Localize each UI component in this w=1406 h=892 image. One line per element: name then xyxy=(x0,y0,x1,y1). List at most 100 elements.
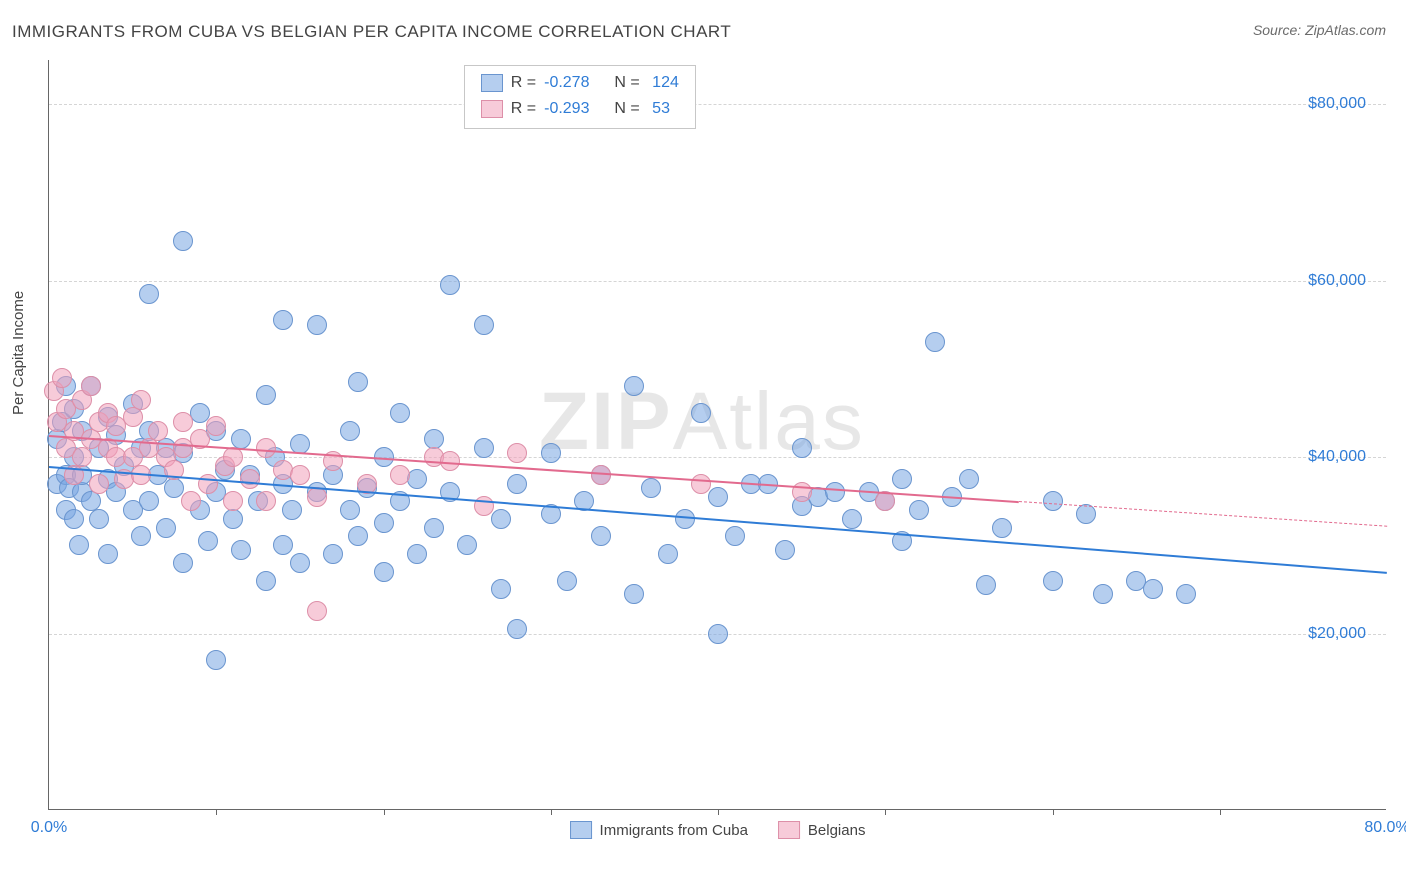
data-point-cuba xyxy=(64,509,84,529)
source-prefix: Source: xyxy=(1253,22,1305,38)
legend-R-value-cuba: -0.278 xyxy=(544,74,589,92)
data-point-cuba xyxy=(256,571,276,591)
chart-title: IMMIGRANTS FROM CUBA VS BELGIAN PER CAPI… xyxy=(12,22,731,42)
data-point-cuba xyxy=(457,535,477,555)
series-swatch-cuba xyxy=(570,821,592,839)
x-tick-mark xyxy=(718,809,719,815)
y-tick-label: $60,000 xyxy=(1308,272,1366,290)
data-point-cuba xyxy=(1043,571,1063,591)
correlation-legend: R =-0.278 N = 124R =-0.293 N = 53 xyxy=(464,65,696,129)
x-tick-mark xyxy=(384,809,385,815)
data-point-belgians xyxy=(173,412,193,432)
data-point-cuba xyxy=(825,482,845,502)
data-point-cuba xyxy=(223,509,243,529)
data-point-cuba xyxy=(273,535,293,555)
data-point-cuba xyxy=(925,332,945,352)
x-tick-mark xyxy=(216,809,217,815)
legend-swatch-cuba xyxy=(481,74,503,92)
data-point-cuba xyxy=(1176,584,1196,604)
data-point-belgians xyxy=(474,496,494,516)
data-point-cuba xyxy=(507,619,527,639)
data-point-cuba xyxy=(892,469,912,489)
data-point-cuba xyxy=(708,487,728,507)
source-credit: Source: ZipAtlas.com xyxy=(1253,22,1386,38)
data-point-cuba xyxy=(348,372,368,392)
legend-row-belgians: R =-0.293 N = 53 xyxy=(481,96,679,122)
gridline-horizontal xyxy=(49,281,1386,282)
data-point-cuba xyxy=(374,562,394,582)
data-point-cuba xyxy=(1076,504,1096,524)
data-point-cuba xyxy=(959,469,979,489)
data-point-cuba xyxy=(69,535,89,555)
y-tick-label: $20,000 xyxy=(1308,625,1366,643)
data-point-belgians xyxy=(123,407,143,427)
data-point-cuba xyxy=(424,518,444,538)
series-swatch-belgians xyxy=(778,821,800,839)
y-tick-label: $40,000 xyxy=(1308,448,1366,466)
data-point-belgians xyxy=(691,474,711,494)
data-point-belgians xyxy=(181,491,201,511)
data-point-cuba xyxy=(198,531,218,551)
data-point-cuba xyxy=(273,310,293,330)
series-legend-item-belgians: Belgians xyxy=(778,821,866,839)
data-point-cuba xyxy=(1143,579,1163,599)
y-axis-label: Per Capita Income xyxy=(10,291,27,415)
data-point-cuba xyxy=(725,526,745,546)
data-point-cuba xyxy=(340,421,360,441)
data-point-cuba xyxy=(164,478,184,498)
data-point-cuba xyxy=(641,478,661,498)
data-point-cuba xyxy=(658,544,678,564)
data-point-cuba xyxy=(173,553,193,573)
source-name: ZipAtlas.com xyxy=(1305,22,1386,38)
data-point-cuba xyxy=(541,443,561,463)
series-label-belgians: Belgians xyxy=(808,822,866,839)
trendline-belgians-dashed xyxy=(1019,501,1387,527)
legend-swatch-belgians xyxy=(481,100,503,118)
data-point-cuba xyxy=(173,231,193,251)
data-point-cuba xyxy=(909,500,929,520)
data-point-belgians xyxy=(52,368,72,388)
data-point-cuba xyxy=(792,438,812,458)
data-point-cuba xyxy=(323,544,343,564)
data-point-cuba xyxy=(842,509,862,529)
data-point-cuba xyxy=(474,315,494,335)
x-tick-mark xyxy=(885,809,886,815)
data-point-cuba xyxy=(775,540,795,560)
data-point-cuba xyxy=(231,540,251,560)
data-point-cuba xyxy=(98,544,118,564)
gridline-horizontal xyxy=(49,104,1386,105)
series-legend: Immigrants from Cuba Belgians xyxy=(570,821,866,839)
data-point-belgians xyxy=(390,465,410,485)
data-point-belgians xyxy=(148,421,168,441)
legend-R-label: R = xyxy=(511,100,536,118)
data-point-cuba xyxy=(340,500,360,520)
data-point-cuba xyxy=(89,509,109,529)
data-point-belgians xyxy=(290,465,310,485)
data-point-belgians xyxy=(206,416,226,436)
gridline-horizontal xyxy=(49,457,1386,458)
data-point-belgians xyxy=(131,390,151,410)
data-point-cuba xyxy=(290,553,310,573)
legend-N-label: N = xyxy=(614,74,639,92)
data-point-cuba xyxy=(374,513,394,533)
legend-R-value-belgians: -0.293 xyxy=(544,100,589,118)
data-point-cuba xyxy=(348,526,368,546)
scatter-plot-area: ZIPAtlas $20,000$40,000$60,000$80,0000.0… xyxy=(48,60,1386,810)
data-point-belgians xyxy=(256,438,276,458)
data-point-cuba xyxy=(691,403,711,423)
legend-R-label: R = xyxy=(511,74,536,92)
y-tick-label: $80,000 xyxy=(1308,95,1366,113)
legend-N-value-cuba: 124 xyxy=(648,74,679,92)
data-point-belgians xyxy=(198,474,218,494)
legend-row-cuba: R = -0.278 N = 124 xyxy=(481,70,679,96)
x-tick-start: 0.0% xyxy=(31,819,67,837)
data-point-cuba xyxy=(156,518,176,538)
data-point-cuba xyxy=(557,571,577,591)
data-point-cuba xyxy=(390,403,410,423)
legend-N-value-belgians: 53 xyxy=(648,100,670,118)
data-point-cuba xyxy=(474,438,494,458)
series-legend-item-cuba: Immigrants from Cuba xyxy=(570,821,748,839)
data-point-cuba xyxy=(591,526,611,546)
data-point-belgians xyxy=(307,601,327,621)
data-point-cuba xyxy=(624,376,644,396)
